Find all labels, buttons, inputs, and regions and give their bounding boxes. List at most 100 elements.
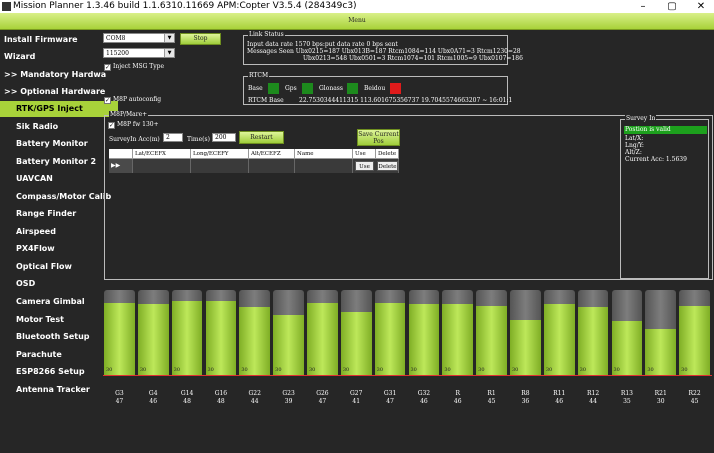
base-indicator <box>268 83 279 94</box>
save-current-pos-button[interactable]: Save Current Pos <box>357 129 400 146</box>
satellite-name: R8 <box>521 390 530 397</box>
sidebar-item-motor-test[interactable]: Motor Test <box>16 315 64 324</box>
m8p-title: M8P/Mare+ <box>109 111 149 118</box>
sidebar-item-px4flow[interactable]: PX4Flow <box>16 244 55 253</box>
rtcm-title: RTCM <box>248 72 270 79</box>
snr-baseline-label: 30 <box>444 367 451 373</box>
sidebar-item-airspeed[interactable]: Airspeed <box>16 227 56 236</box>
satellite-snr: 45 <box>487 398 496 405</box>
satellite-snr-chart: 30 G3 47 30 G4 46 30 G14 48 30 G16 48 30 G22 44 30 G23 39… <box>103 283 712 423</box>
col-name-header[interactable]: Name <box>295 149 353 159</box>
sidebar-item-parachute[interactable]: Parachute <box>16 350 62 359</box>
satellite-name: R22 <box>688 390 701 397</box>
col-delete-header[interactable]: Delete <box>376 149 399 159</box>
m8p-autoconfig-checkbox[interactable]: ✓ <box>104 97 111 104</box>
satellite-name: G3 <box>115 390 124 397</box>
snr-baseline-label: 30 <box>545 367 553 373</box>
satellite-snr: 48 <box>217 398 225 405</box>
snr-baseline-label: 30 <box>275 367 282 373</box>
cell-long[interactable] <box>191 159 249 173</box>
chevron-down-icon[interactable]: ▼ <box>164 34 174 42</box>
inject-msg-type-label: Inject MSG Type <box>113 63 165 70</box>
sidebar-item-wizard[interactable]: Wizard <box>4 52 36 61</box>
survey-lat: Lat/X: <box>625 135 644 142</box>
satellite-name: R13 <box>620 390 633 397</box>
m8p-fw-checkbox[interactable]: ✓ <box>108 122 115 129</box>
snr-bar <box>476 305 507 376</box>
snr-baseline-label: 30 <box>579 367 587 373</box>
close-button[interactable]: ✕ <box>696 1 706 12</box>
cell-name[interactable] <box>295 159 353 173</box>
snr-baseline-label: 30 <box>173 367 181 373</box>
satellite-name: R12 <box>586 390 600 397</box>
sidebar-item-camera-gimbal[interactable]: Camera Gimbal <box>16 297 85 306</box>
rtcm-base-value: 22.7530344411315 113.601675356737 19.704… <box>299 97 513 104</box>
chevron-down-icon[interactable]: ▼ <box>164 49 174 57</box>
satellite-name: G14 <box>180 390 194 397</box>
row-marker: ▶▶ <box>109 159 133 173</box>
sidebar-item-antenna-tracker[interactable]: Antenna Tracker <box>16 385 90 394</box>
sidebar-item-esp8266-setup[interactable]: ESP8266 Setup <box>16 367 85 376</box>
satellite-snr: 46 <box>420 398 428 405</box>
rtcm-group: RTCM Base Gps Glonass Beidou RTCM Base 2… <box>243 72 512 105</box>
messages-seen-text-2: Ubx0213=548 Ubx0501=3 Rtcm1074=101 Rtcm1… <box>303 55 523 62</box>
maximize-button[interactable]: ▢ <box>667 1 677 12</box>
satellite-snr: 39 <box>284 398 293 405</box>
survey-acc-value: 2 <box>166 134 170 141</box>
stop-button[interactable]: Stop <box>180 33 221 45</box>
sidebar-item-osd[interactable]: OSD <box>16 279 36 288</box>
sidebar: Install Firmware Wizard >> Mandatory Hardw… <box>0 30 118 453</box>
sidebar-item-compass-motor-calib[interactable]: Compass/Motor Calib <box>16 192 112 201</box>
satellite-name: G4 <box>148 390 158 397</box>
sidebar-item-mandatory-hardware[interactable]: >> Mandatory Hardware <box>4 70 106 79</box>
app-logo-icon <box>2 2 11 11</box>
sidebar-item-range-finder[interactable]: Range Finder <box>16 209 77 218</box>
snr-bar <box>137 304 169 376</box>
minimize-button[interactable]: – <box>640 1 646 12</box>
snr-bar <box>307 302 338 376</box>
sidebar-item-install-firmware[interactable]: Install Firmware <box>4 35 78 44</box>
snr-baseline-label: 30 <box>410 367 417 373</box>
inject-msg-type-checkbox[interactable]: ✓ <box>104 64 111 71</box>
snr-bar <box>340 311 372 376</box>
satellite-snr: 46 <box>149 398 158 405</box>
col-long-header[interactable]: Long/ECEFY <box>191 149 249 159</box>
sidebar-item-optical-flow[interactable]: Optical Flow <box>16 262 72 271</box>
m8p-autoconfig-label: M8P autoconfig <box>113 96 162 103</box>
use-button[interactable]: Use <box>355 161 374 171</box>
cell-alt[interactable] <box>249 159 295 173</box>
sidebar-item-battery-monitor[interactable]: Battery Monitor <box>16 139 88 148</box>
snr-baseline-label: 30 <box>376 367 384 373</box>
menu-label[interactable]: Menu <box>348 17 366 24</box>
time-input[interactable]: 200 <box>212 133 236 142</box>
m8p-group: M8P/Mare+ <box>104 111 713 280</box>
col-lat-header[interactable]: Lat/ECEFX <box>133 149 191 159</box>
survey-acc-input[interactable]: 2 <box>163 133 183 142</box>
restart-button[interactable]: Restart <box>239 131 284 144</box>
cell-lat[interactable] <box>133 159 191 173</box>
snr-bar <box>442 304 474 376</box>
snr-baseline-label: 30 <box>106 367 113 373</box>
m8p-fw-label: M8P fw 130+ <box>117 121 159 128</box>
sidebar-item-sik-radio[interactable]: Sik Radio <box>16 122 59 131</box>
col-use-header[interactable]: Use <box>353 149 376 159</box>
port-select[interactable]: COM8 ▼ <box>103 33 175 43</box>
snr-bar <box>273 315 304 376</box>
base-position-grid[interactable]: Lat/ECEFX Long/ECEFY Alt/ECEFZ Name Use … <box>109 149 399 173</box>
col-alt-header[interactable]: Alt/ECEFZ <box>249 149 295 159</box>
snr-baseline-label: 30 <box>681 367 688 373</box>
survey-lng: Lng/Y: <box>625 142 644 149</box>
survey-status: Postion is valid <box>624 126 707 134</box>
satellite-snr: 44 <box>589 398 597 405</box>
menu-bar[interactable]: Menu <box>0 13 714 30</box>
window-title: Mission Planner 1.3.46 build 1.1.6310.11… <box>13 1 357 11</box>
sidebar-item-bluetooth-setup[interactable]: Bluetooth Setup <box>16 332 90 341</box>
sidebar-item-uavcan[interactable]: UAVCAN <box>16 174 53 183</box>
satellite-name: G16 <box>214 390 228 397</box>
sidebar-item-battery-monitor-2[interactable]: Battery Monitor 2 <box>16 157 97 166</box>
sidebar-item-optional-hardware[interactable]: >> Optional Hardware <box>4 87 106 96</box>
rtcm-base-label: RTCM Base <box>248 97 284 104</box>
sidebar-item-rtk-gps-inject[interactable]: RTK/GPS Inject <box>0 101 118 117</box>
baud-select[interactable]: 115200 ▼ <box>103 48 175 58</box>
delete-button[interactable]: Delete <box>377 161 398 171</box>
